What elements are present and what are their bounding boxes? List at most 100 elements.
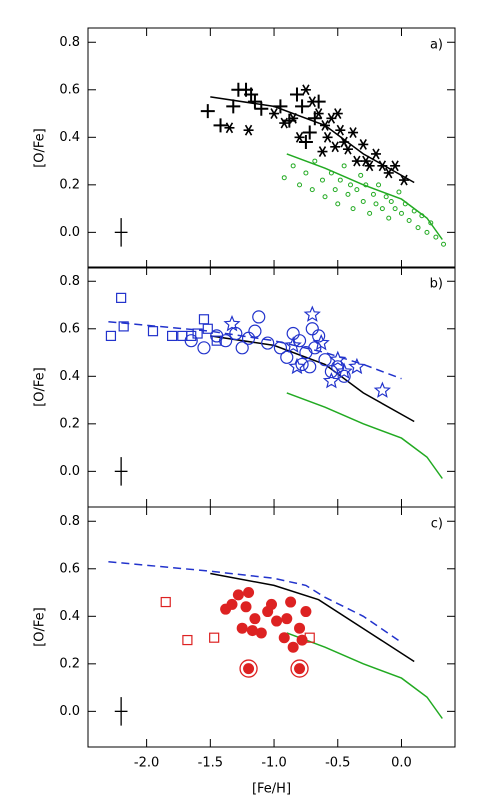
small-circle-point bbox=[398, 210, 404, 216]
filled-circle-point bbox=[266, 598, 277, 610]
x-tick-label: -1.5 bbox=[198, 756, 223, 771]
small-circle-point bbox=[290, 163, 296, 169]
asterisk-point bbox=[342, 143, 353, 155]
filled-circle-point bbox=[271, 615, 283, 627]
asterisk-point bbox=[335, 124, 346, 136]
plus-point bbox=[247, 94, 262, 109]
model-line bbox=[286, 632, 443, 719]
star-point bbox=[373, 381, 391, 398]
filled-circle-point bbox=[278, 632, 290, 644]
square-point bbox=[182, 634, 193, 646]
square-point bbox=[209, 632, 220, 643]
star-point bbox=[312, 333, 330, 351]
star-point bbox=[284, 336, 302, 353]
y-tick-label: 0.0 bbox=[59, 225, 80, 240]
ring-point bbox=[290, 659, 309, 678]
star-point bbox=[329, 350, 347, 367]
small-circle-point bbox=[297, 182, 303, 188]
open-circle-point bbox=[292, 334, 307, 348]
plus-point bbox=[213, 118, 228, 133]
asterisk-point bbox=[294, 131, 305, 143]
model-line bbox=[108, 560, 402, 644]
filled-circle-point bbox=[249, 613, 261, 625]
asterisk-point bbox=[288, 112, 299, 124]
y-tick-label: 0.0 bbox=[59, 704, 80, 719]
plus-point bbox=[298, 135, 313, 150]
x-axis-title: [Fe/H] bbox=[252, 782, 291, 797]
filled-circle-point bbox=[246, 625, 258, 637]
square-point bbox=[118, 321, 129, 332]
small-circle-point bbox=[319, 177, 325, 183]
small-circle-point bbox=[281, 175, 287, 181]
asterisk-point bbox=[383, 167, 394, 179]
filled-circle-point bbox=[281, 613, 293, 625]
asterisk-point bbox=[322, 131, 333, 143]
asterisk-point bbox=[300, 84, 311, 96]
small-circle-point bbox=[373, 201, 379, 207]
open-circle-point bbox=[337, 369, 351, 383]
asterisk-point bbox=[351, 155, 362, 167]
plus-point bbox=[289, 87, 304, 102]
y-axis-title: [O/Fe] bbox=[33, 607, 48, 647]
filled-circle-point bbox=[243, 663, 255, 675]
open-circle-point bbox=[318, 353, 332, 367]
asterisk-point bbox=[377, 160, 388, 172]
y-tick-label: 0.2 bbox=[59, 177, 80, 192]
small-circle-point bbox=[345, 191, 351, 197]
square-point bbox=[202, 323, 213, 334]
plus-point bbox=[295, 99, 310, 114]
panel-label: c) bbox=[431, 517, 443, 532]
small-circle-point bbox=[341, 163, 347, 169]
square-point bbox=[167, 330, 178, 342]
asterisk-point bbox=[360, 155, 371, 167]
filled-circle-point bbox=[255, 627, 267, 639]
small-circle-point bbox=[337, 177, 343, 183]
model-line bbox=[210, 96, 415, 184]
asterisk-point bbox=[269, 108, 280, 119]
small-circle-point bbox=[335, 201, 341, 207]
open-circle-point bbox=[261, 336, 275, 350]
y-axis-title: [O/Fe] bbox=[33, 367, 48, 407]
small-circle-point bbox=[388, 198, 394, 204]
open-circle-point bbox=[295, 357, 309, 372]
y-tick-label: 0.8 bbox=[59, 514, 80, 529]
small-circle-point bbox=[433, 234, 439, 240]
filled-circle-point bbox=[226, 598, 238, 610]
open-circle-point bbox=[184, 334, 198, 348]
open-circle-point bbox=[331, 360, 345, 374]
asterisk-point bbox=[330, 141, 341, 153]
small-circle-point bbox=[367, 210, 373, 216]
filled-circle-point bbox=[236, 622, 248, 634]
small-circle-point bbox=[379, 206, 385, 212]
asterisk-point bbox=[348, 127, 359, 138]
x-tick-label: 0.0 bbox=[391, 756, 412, 771]
asterisk-point bbox=[358, 139, 369, 150]
small-circle-point bbox=[358, 172, 364, 178]
y-tick-label: 0.4 bbox=[59, 369, 80, 384]
square-point bbox=[147, 326, 159, 337]
plus-point bbox=[226, 99, 241, 114]
small-circle-point bbox=[332, 187, 338, 193]
y-axis-title: [O/Fe] bbox=[33, 128, 48, 168]
x-tick-label: -1.0 bbox=[261, 756, 286, 771]
small-circle-point bbox=[370, 191, 376, 197]
plot-frame bbox=[87, 506, 456, 748]
asterisk-point bbox=[399, 174, 410, 186]
square-point bbox=[160, 596, 171, 608]
star-point bbox=[322, 372, 340, 389]
open-circle-point bbox=[280, 350, 294, 364]
asterisk-point bbox=[243, 124, 254, 136]
square-point bbox=[116, 292, 127, 303]
small-circle-point bbox=[303, 170, 309, 176]
asterisk-point bbox=[370, 148, 381, 160]
filled-circle-point bbox=[232, 589, 244, 601]
small-circle-point bbox=[309, 187, 315, 193]
asterisk-point bbox=[339, 136, 350, 148]
asterisk-point bbox=[317, 146, 328, 157]
y-tick-label: 0.8 bbox=[59, 274, 80, 289]
plus-point bbox=[302, 125, 317, 140]
square-point bbox=[192, 328, 203, 339]
ring-point bbox=[239, 659, 258, 678]
model-line bbox=[210, 572, 415, 663]
plot-frame bbox=[87, 27, 456, 269]
